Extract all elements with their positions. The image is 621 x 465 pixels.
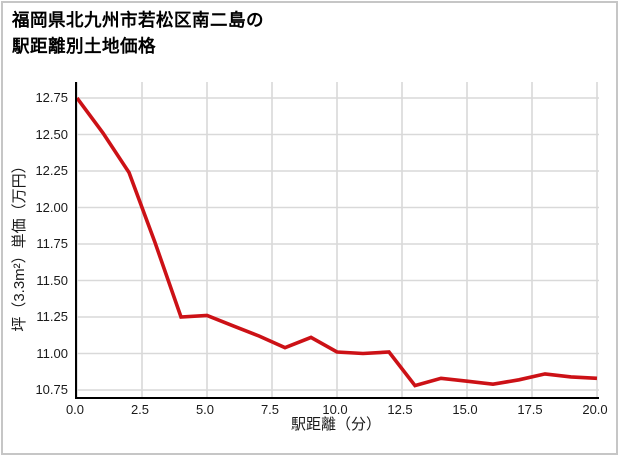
x-tick-label: 5.0 <box>195 402 215 417</box>
y-tick-label: 12.25 <box>35 163 68 178</box>
x-tick-label: 7.5 <box>260 402 280 417</box>
y-tick-label: 10.75 <box>35 382 68 397</box>
y-tick-label: 11.25 <box>36 309 68 324</box>
x-tick-label: 2.5 <box>130 402 150 417</box>
y-tick-label: 12.00 <box>35 199 68 215</box>
x-tick-label: 15.0 <box>452 402 478 417</box>
chart-title: 福岡県北九州市若松区南二島の 駅距離別土地価格 <box>12 7 264 59</box>
x-tick-label: 20.0 <box>582 402 608 417</box>
x-tick-label: 10.0 <box>322 402 348 417</box>
y-tick-label: 11.00 <box>36 345 68 361</box>
y-tick-label: 11.75 <box>36 236 68 251</box>
y-tick-label: 12.75 <box>35 90 68 105</box>
price-line-series <box>77 96 598 388</box>
chart-title-line2: 駅距離別土地価格 <box>12 36 156 56</box>
chart-title-line1: 福岡県北九州市若松区南二島の <box>12 10 264 30</box>
plot-area <box>75 82 599 399</box>
x-tick-label: 12.5 <box>387 402 413 417</box>
x-tick-label: 17.5 <box>517 402 543 417</box>
line-chart <box>77 82 599 397</box>
y-tick-label: 11.50 <box>36 272 68 288</box>
y-axis-title: 坪（3.3m²）単価（万円） <box>11 158 28 332</box>
y-tick-label: 12.50 <box>35 126 68 142</box>
x-tick-label: 0.0 <box>65 402 85 417</box>
x-axis-title: 駅距離（分） <box>290 416 381 433</box>
